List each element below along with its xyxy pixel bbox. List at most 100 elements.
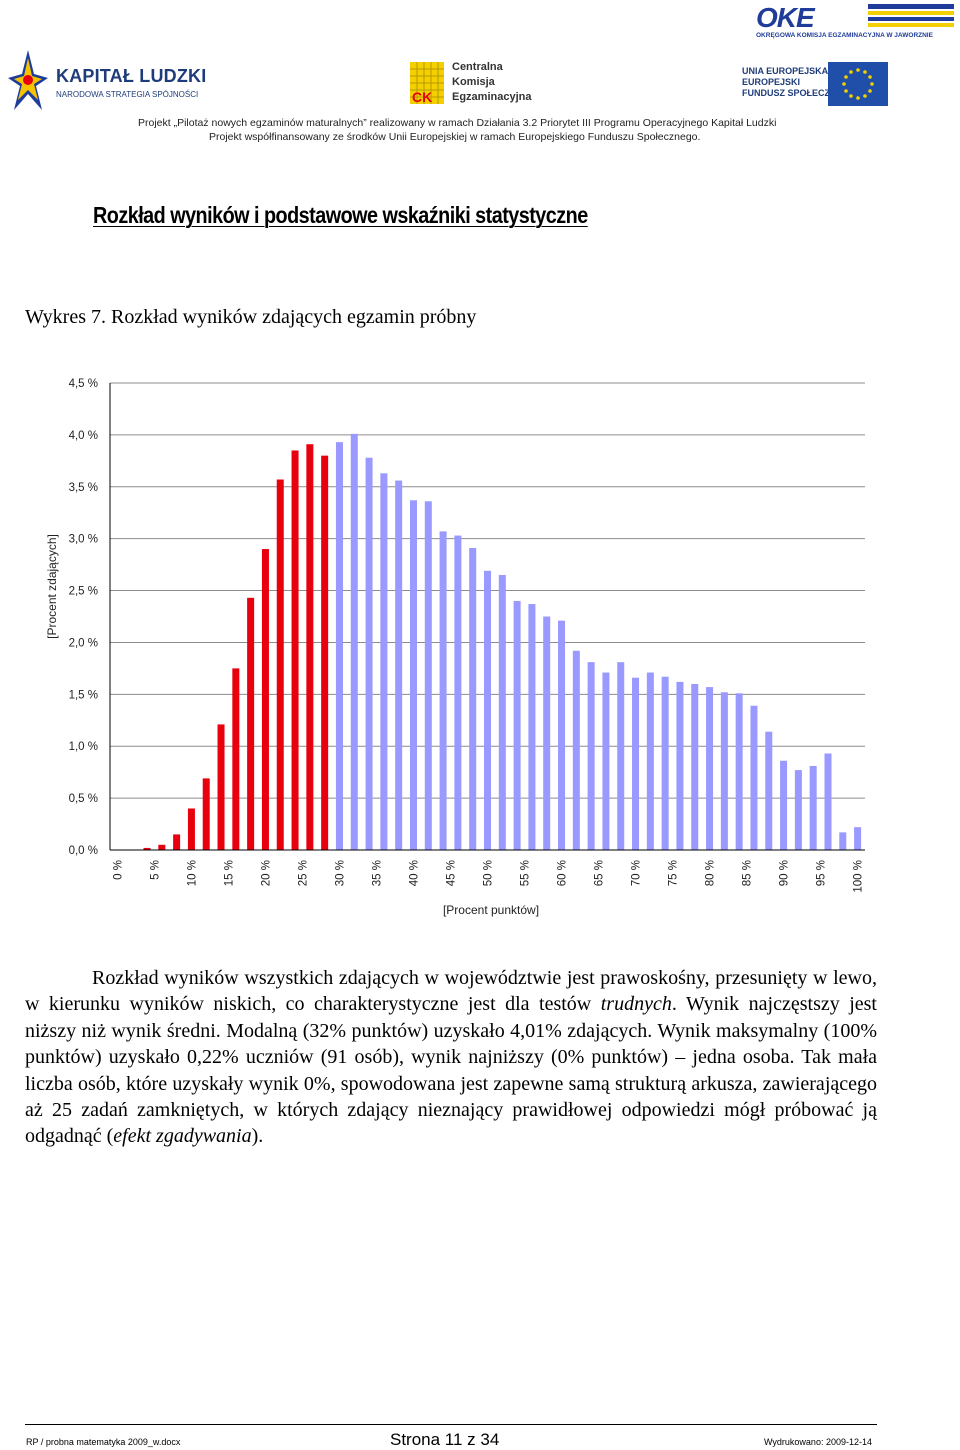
project-line-2: Projekt współfinansowany ze środków Unii… [209, 131, 701, 143]
chart-x-axis-label: [Procent punktów] [443, 903, 539, 917]
bar [646, 672, 654, 850]
results-distribution-chart: 0,0 % 0,5 % 1,0 % 1,5 % 2,0 % 2,5 % 3,0 % 3,5 %… [45, 378, 865, 917]
x-tick-label: 80 % [705, 860, 717, 886]
x-tick-label: 35 % [371, 860, 383, 886]
bar [380, 473, 388, 850]
bar [676, 681, 684, 850]
bar [617, 662, 625, 850]
bar [217, 724, 225, 850]
bar [335, 442, 343, 850]
bar [365, 457, 373, 850]
bar [572, 650, 580, 850]
oke-stripes-icon [868, 4, 954, 27]
cke-logo: CK Centralna Komisja Egzaminacyjna [410, 58, 540, 110]
y-tick-label: 1,5 % [69, 689, 98, 701]
bar [706, 687, 714, 850]
y-tick-label: 3,5 % [69, 482, 98, 494]
bar [469, 548, 477, 850]
kapital-ludzki-subtitle: NARODOWA STRATEGIA SPÓJNOŚCI [56, 90, 199, 99]
bar [143, 847, 151, 850]
bar [602, 672, 610, 850]
bar [454, 535, 462, 850]
kapital-ludzki-title: KAPITAŁ LUDZKI [56, 66, 207, 86]
bar [528, 604, 536, 850]
chart-y-ticks: 0,0 % 0,5 % 1,0 % 1,5 % 2,0 % 2,5 % 3,0 % 3,5 %… [69, 378, 98, 857]
bar [291, 450, 299, 850]
chart-y-axis-label: [Procent zdających] [45, 534, 59, 639]
bar [632, 677, 640, 850]
bar [173, 834, 181, 850]
bar [587, 662, 595, 850]
bar [735, 693, 743, 850]
y-tick-label: 4,0 % [69, 430, 98, 442]
x-tick-label: 100 % [853, 860, 865, 893]
bar [765, 731, 773, 850]
cke-text: Centralna Komisja Egzaminacyjna [452, 61, 532, 103]
x-tick-label: 85 % [742, 860, 754, 886]
kapital-ludzki-logo: KAPITAŁ LUDZKI NARODOWA STRATEGIA SPÓJNO… [6, 48, 206, 118]
bar [513, 600, 521, 850]
eu-text: UNIA EUROPEJSKA EUROPEJSKI FUNDUSZ SPOŁE… [742, 66, 843, 98]
bar [247, 597, 255, 850]
x-tick-label: 70 % [631, 860, 643, 886]
x-tick-label: 65 % [594, 860, 606, 886]
bar [306, 444, 314, 850]
bar [543, 616, 551, 850]
x-tick-label: 90 % [779, 860, 791, 886]
y-tick-label: 3,0 % [69, 534, 98, 546]
section-title: Rozkład wyników i podstawowe wskaźniki s… [93, 202, 588, 228]
chart-caption: Wykres 7. Rozkład wyników zdających egza… [25, 306, 477, 328]
bar [350, 433, 358, 850]
bar [720, 692, 728, 850]
oke-logo: OKE OKRĘGOWA KOMISJA EGZAMINACYJNA W JAW… [756, 2, 956, 42]
bar [854, 827, 862, 850]
bar [395, 480, 403, 850]
x-tick-label: 50 % [483, 860, 495, 886]
bar [498, 574, 506, 850]
bar [484, 570, 491, 850]
x-tick-label: 40 % [408, 860, 420, 886]
oke-title: OKE [756, 2, 815, 33]
x-tick-label: 95 % [816, 860, 828, 886]
x-tick-label: 30 % [334, 860, 346, 886]
x-tick-label: 15 % [223, 860, 235, 886]
bar [158, 844, 166, 850]
x-tick-label: 0 % [112, 860, 124, 880]
italic-term-efekt-zgadywania: efekt zgadywania [113, 1125, 252, 1148]
y-tick-label: 2,0 % [69, 637, 98, 649]
kapital-ludzki-star-icon [8, 50, 48, 110]
bar [780, 760, 788, 850]
y-tick-label: 2,5 % [69, 586, 98, 598]
x-tick-label: 45 % [445, 860, 457, 886]
footer-print-date: Wydrukowano: 2009-12-14 [764, 1437, 872, 1447]
bar [794, 770, 802, 850]
oke-subtitle: OKRĘGOWA KOMISJA EGZAMINACYJNA W JAWORZN… [756, 32, 933, 39]
x-tick-label: 55 % [520, 860, 532, 886]
footer-divider [25, 1424, 877, 1425]
chart-bars [143, 433, 862, 850]
bar [691, 683, 699, 850]
bar [409, 500, 417, 850]
cke-grid-icon: CK [410, 62, 444, 104]
bar [424, 501, 432, 850]
cke-mark: CK [412, 89, 432, 104]
x-tick-label: 25 % [297, 860, 309, 886]
footer-filename: RP / probna matematyka 2009_w.docx [26, 1437, 181, 1447]
y-tick-label: 1,0 % [69, 741, 98, 753]
bar [187, 808, 195, 850]
project-line-1: Projekt „Pilotaż nowych egzaminów matura… [138, 117, 777, 129]
chart-x-ticks: 0 % 5 % 10 % 15 % 20 % 25 % 30 % 35 % 40 % 45 % 50… [112, 860, 864, 893]
footer-page-number: Strona 11 z 34 [390, 1430, 500, 1449]
italic-term-trudnych: trudnych [600, 993, 672, 1016]
bar [809, 765, 817, 850]
bar [839, 832, 847, 850]
y-tick-label: 4,5 % [69, 378, 98, 390]
eu-logo: UNIA EUROPEJSKA EUROPEJSKI FUNDUSZ SPOŁE… [742, 60, 892, 108]
x-tick-label: 10 % [186, 860, 198, 886]
y-tick-label: 0,5 % [69, 793, 98, 805]
x-tick-label: 60 % [557, 860, 569, 886]
bar [202, 778, 210, 850]
bar [276, 479, 284, 850]
bar [824, 753, 832, 850]
bar [558, 620, 566, 850]
